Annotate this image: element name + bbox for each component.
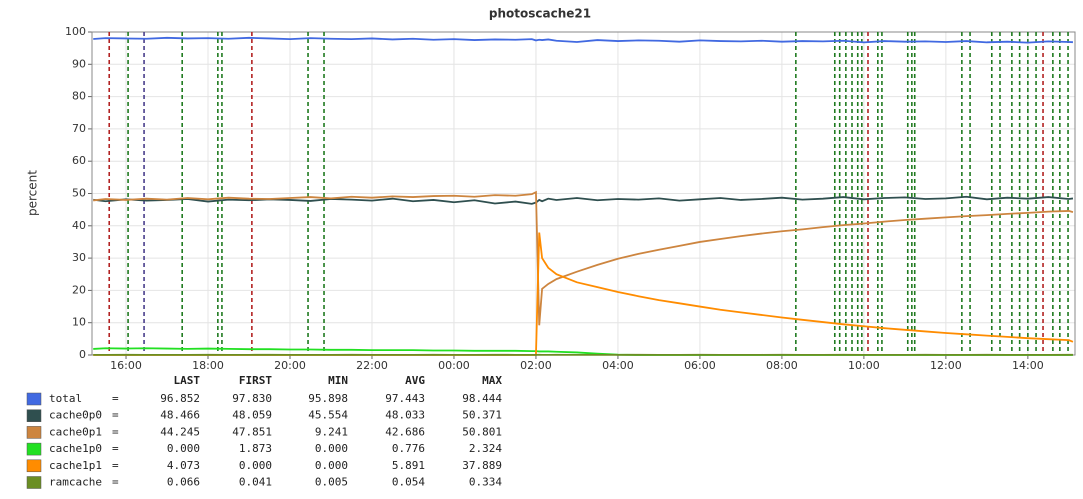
stat-value: 5.891 [392, 459, 425, 472]
y-axis-label: percent [26, 170, 40, 216]
stat-value: 47.851 [232, 425, 272, 438]
x-tick-label: 10:00 [848, 359, 880, 372]
legend-separator: = [112, 442, 119, 455]
x-tick-label: 14:00 [1012, 359, 1044, 372]
y-tick-label: 60 [72, 154, 86, 167]
x-tick-label: 06:00 [684, 359, 716, 372]
stat-header: LAST [174, 374, 201, 387]
legend-swatch [26, 442, 42, 456]
y-tick-label: 10 [72, 316, 86, 329]
y-tick-label: 20 [72, 283, 86, 296]
stat-value: 48.033 [385, 409, 425, 422]
legend-name: cache1p1 [49, 459, 102, 472]
legend-separator: = [112, 425, 119, 438]
stat-value: 50.801 [462, 425, 502, 438]
legend-name: cache1p0 [49, 442, 102, 455]
stat-value: 37.889 [462, 459, 502, 472]
series-line [93, 36, 1073, 44]
stat-value: 95.898 [308, 392, 348, 405]
chart-title: photoscache21 [489, 7, 591, 21]
legend-name: cache0p0 [49, 409, 102, 422]
legend-separator: = [112, 476, 119, 489]
stat-value: 45.554 [308, 409, 348, 422]
stat-value: 2.324 [469, 442, 502, 455]
x-tick-label: 00:00 [438, 359, 470, 372]
y-tick-label: 90 [72, 57, 86, 70]
x-tick-label: 12:00 [930, 359, 962, 372]
stat-header: MAX [482, 374, 502, 387]
stat-value: 0.000 [315, 442, 348, 455]
stat-value: 0.000 [167, 442, 200, 455]
stat-header: AVG [405, 374, 425, 387]
x-tick-label: 20:00 [274, 359, 306, 372]
x-tick-label: 22:00 [356, 359, 388, 372]
stat-value: 0.000 [239, 459, 272, 472]
y-tick-label: 70 [72, 122, 86, 135]
stat-value: 0.005 [315, 476, 348, 489]
y-tick-label: 50 [72, 187, 86, 200]
stat-value: 4.073 [167, 459, 200, 472]
stat-value: 1.873 [239, 442, 272, 455]
stat-value: 0.066 [167, 476, 200, 489]
stat-value: 97.830 [232, 392, 272, 405]
legend-name: total [49, 392, 82, 405]
stat-header: FIRST [239, 374, 272, 387]
stat-header: MIN [328, 374, 348, 387]
stat-value: 96.852 [160, 392, 200, 405]
legend-swatch [26, 459, 42, 473]
legend-swatch [26, 409, 42, 422]
stat-value: 0.054 [392, 476, 425, 489]
legend-swatch [26, 476, 42, 489]
x-tick-label: 02:00 [520, 359, 552, 372]
legend-name: ramcache [49, 476, 102, 489]
stat-value: 0.334 [469, 476, 502, 489]
legend-separator: = [112, 409, 119, 422]
x-tick-label: 08:00 [766, 359, 798, 372]
stat-value: 97.443 [385, 392, 425, 405]
legend-swatch [26, 392, 42, 406]
stat-value: 48.466 [160, 409, 200, 422]
y-tick-label: 30 [72, 251, 86, 264]
y-tick-label: 0 [79, 348, 86, 361]
legend-separator: = [112, 459, 119, 472]
y-tick-label: 80 [72, 90, 86, 103]
legend-name: cache0p1 [49, 425, 102, 438]
legend-swatch [26, 426, 42, 439]
x-tick-label: 18:00 [192, 359, 224, 372]
stat-value: 50.371 [462, 409, 502, 422]
y-tick-label: 100 [65, 25, 86, 38]
y-tick-label: 40 [72, 219, 86, 232]
stat-value: 0.041 [239, 476, 272, 489]
x-tick-label: 04:00 [602, 359, 634, 372]
x-tick-label: 16:00 [110, 359, 142, 372]
stat-value: 0.776 [392, 442, 425, 455]
stat-value: 48.059 [232, 409, 272, 422]
stat-value: 98.444 [462, 392, 502, 405]
stat-value: 44.245 [160, 425, 200, 438]
series-line [93, 190, 1074, 326]
stat-value: 9.241 [315, 425, 348, 438]
stat-value: 42.686 [385, 425, 425, 438]
stat-value: 0.000 [315, 459, 348, 472]
legend-separator: = [112, 392, 119, 405]
